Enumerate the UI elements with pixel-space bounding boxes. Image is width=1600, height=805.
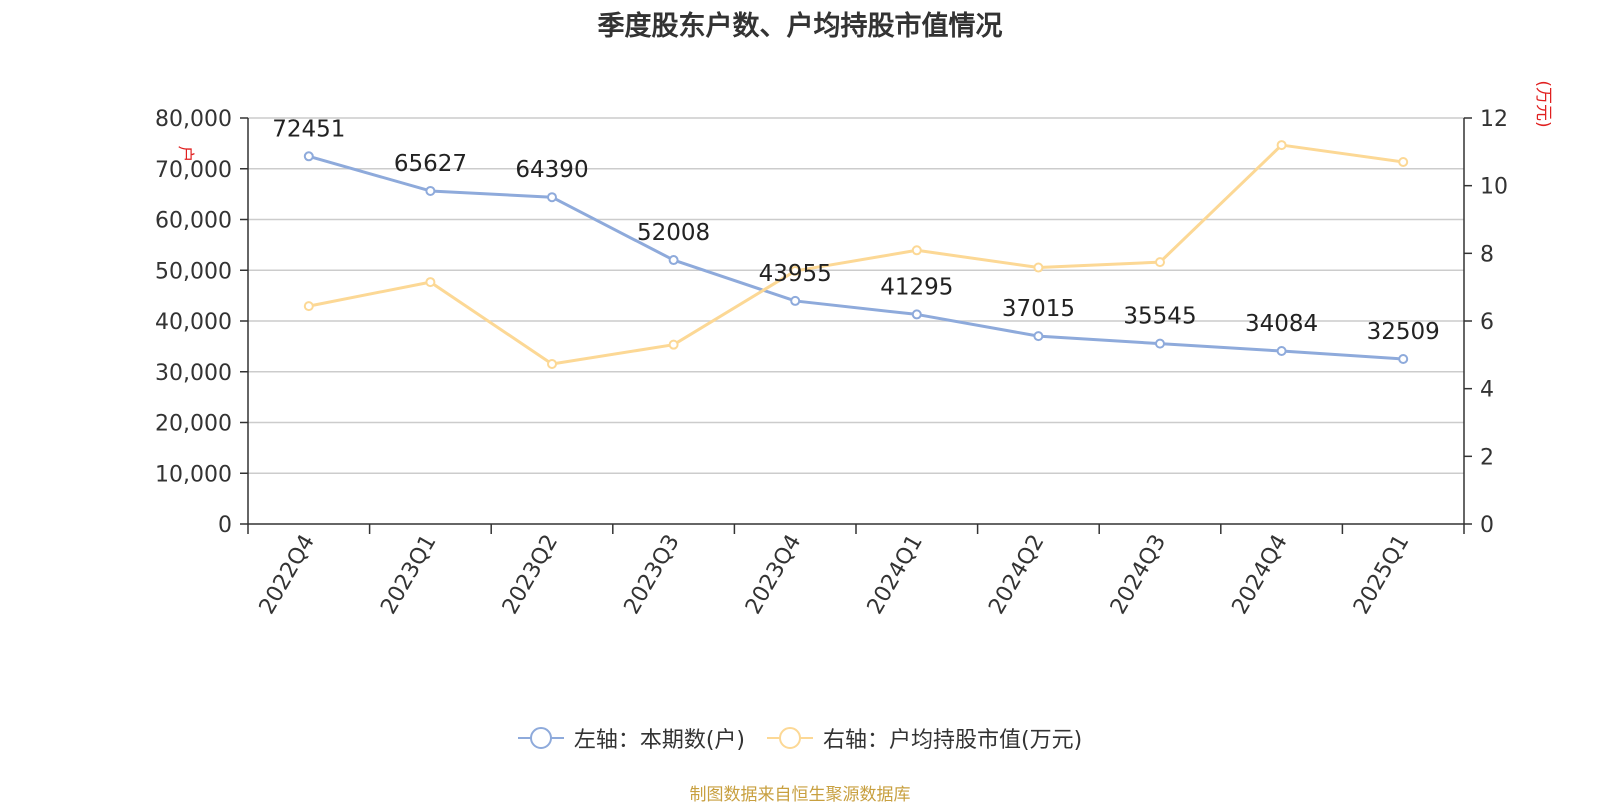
data-point: [547, 358, 557, 369]
data-label: 35545: [1123, 304, 1196, 330]
right-axis-tick-label: 2: [1480, 445, 1494, 470]
left-axis-tick-label: 50,000: [155, 259, 232, 284]
data-point: [911, 309, 922, 320]
data-label: 37015: [1002, 296, 1075, 322]
x-axis-tick-label: 2023Q4: [741, 531, 806, 619]
x-axis-tick-label: 2023Q2: [498, 531, 563, 619]
x-axis-tick-label: 2024Q3: [1106, 531, 1171, 619]
x-axis-tick-label: 2024Q2: [984, 531, 1049, 619]
x-axis-tick-label: 2023Q1: [376, 531, 441, 619]
right-axis-tick-label: 8: [1480, 242, 1494, 267]
right-axis-tick-label: 6: [1480, 310, 1494, 335]
data-point: [1398, 354, 1409, 365]
x-axis-tick-label: 2024Q4: [1227, 531, 1292, 619]
chart-title: 季度股东户数、户均持股市值情况: [597, 11, 1003, 42]
legend-item-households[interactable]: 左轴：本期数(户): [517, 722, 745, 754]
left-axis-tick-label: 40,000: [155, 310, 232, 335]
data-label: 32509: [1367, 319, 1440, 345]
source-note: 制图数据来自恒生聚源数据库: [689, 785, 911, 805]
legend-marker-avg-value: [767, 727, 813, 749]
x-axis-tick-label: 2024Q1: [863, 531, 928, 619]
data-label: 65627: [394, 151, 467, 177]
data-point: [1155, 338, 1165, 349]
left-axis-tick-label: 30,000: [155, 361, 232, 386]
left-axis-tick-label: 0: [218, 513, 232, 538]
right-axis-tick-label: 12: [1480, 107, 1508, 132]
axes: 0 10,000 20,000 30,000 40,000 50,000 60,000 70,…: [155, 80, 1553, 618]
right-axis-unit-label: (万元): [1533, 80, 1553, 127]
data-label: 72451: [272, 116, 345, 142]
series-lines: [303, 140, 1409, 369]
left-axis-tick-label: 20,000: [155, 412, 232, 437]
left-axis-tick-label: 80,000: [155, 107, 232, 132]
data-point: [303, 301, 314, 312]
left-axis-unit-label: 户: [175, 146, 195, 163]
data-point: [547, 192, 557, 203]
data-point: [425, 185, 436, 196]
data-point: [790, 265, 801, 276]
series-line-1: [308, 143, 1404, 366]
data-point: [425, 277, 436, 288]
series-line-0: [308, 154, 1404, 361]
legend-marker-households: [517, 727, 564, 749]
left-axis-tick-label: 60,000: [155, 209, 232, 234]
data-point: [1276, 140, 1287, 151]
data-point: [1033, 262, 1044, 273]
right-axis-tick-label: 0: [1480, 513, 1494, 538]
right-axis-tick-label: 4: [1480, 378, 1494, 403]
legend: 左轴：本期数(户) 右轴：户均持股市值(万元): [0, 722, 1600, 754]
data-labels: 72451 65627 64390 52008 43955 41295 37015 35545…: [272, 116, 1440, 345]
right-axis-tick-label: 10: [1480, 175, 1508, 200]
data-label: 34084: [1245, 311, 1318, 337]
left-axis-tick-label: 10,000: [155, 462, 232, 487]
legend-label-avg-value: 右轴：户均持股市值(万元): [823, 728, 1083, 753]
left-axis-tick-label: 70,000: [155, 158, 232, 183]
data-label: 41295: [880, 274, 953, 300]
data-point: [1033, 331, 1044, 342]
x-axis-tick-label: 2025Q1: [1349, 531, 1414, 619]
legend-label-households: 左轴：本期数(户): [573, 728, 745, 753]
data-point: [303, 151, 314, 162]
x-axis-tick-label: 2022Q4: [255, 531, 320, 619]
data-point: [790, 295, 801, 306]
data-point: [1155, 257, 1165, 268]
grid-lines: [248, 117, 1464, 474]
data-label: 43955: [759, 261, 832, 287]
x-axis-tick-label: 2023Q3: [619, 531, 684, 619]
data-label: 52008: [637, 220, 710, 246]
data-point: [1276, 346, 1287, 357]
data-point: [911, 245, 922, 256]
data-point: [1398, 156, 1409, 167]
data-label: 64390: [515, 157, 588, 183]
data-point: [668, 255, 679, 266]
legend-item-avg-value[interactable]: 右轴：户均持股市值(万元): [767, 722, 1082, 754]
data-point: [668, 339, 679, 350]
